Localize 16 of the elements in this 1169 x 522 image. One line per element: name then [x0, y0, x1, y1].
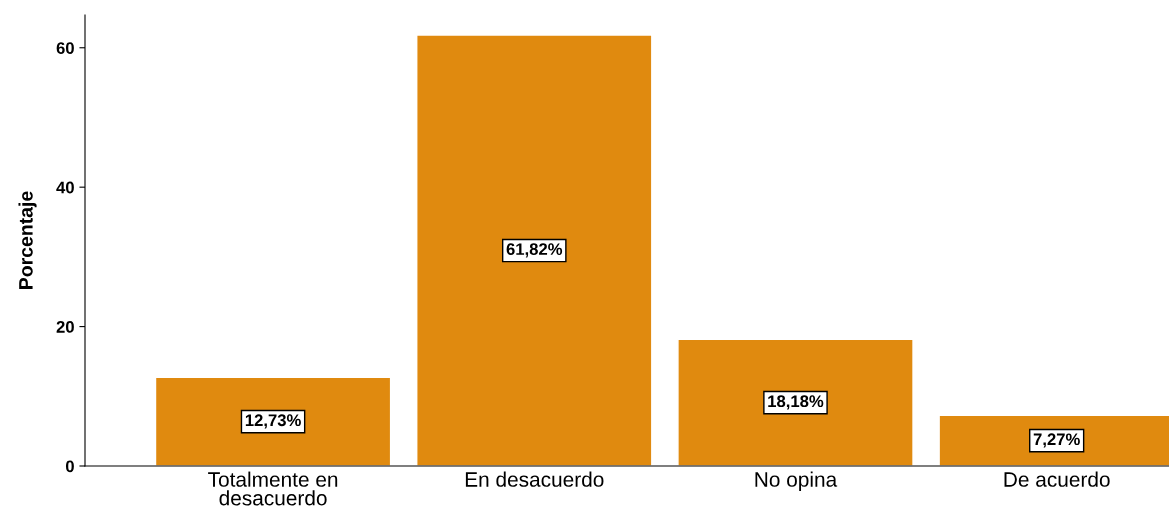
- y-tick-label: 40: [56, 181, 74, 194]
- y-tick-label: 0: [65, 460, 74, 473]
- bar: [154, 376, 392, 466]
- bar: [677, 338, 914, 466]
- y-tick-label: 60: [56, 42, 74, 54]
- data-label: 7,27%: [1033, 433, 1080, 448]
- data-label: 61,82%: [506, 243, 563, 258]
- data-label: 12,73%: [245, 414, 301, 429]
- y-axis-title: Porcentaje: [18, 191, 37, 289]
- x-tick-label: De acuerdo: [1004, 471, 1110, 487]
- y-tick-label: 20: [56, 320, 74, 333]
- x-tick-label: En desacuerdo: [465, 471, 604, 487]
- x-tick-label: Totalmente en desacuerdo: [208, 471, 338, 506]
- x-tick-label: No opina: [755, 471, 838, 491]
- bar: [416, 34, 653, 466]
- data-label: 18,18%: [768, 395, 824, 410]
